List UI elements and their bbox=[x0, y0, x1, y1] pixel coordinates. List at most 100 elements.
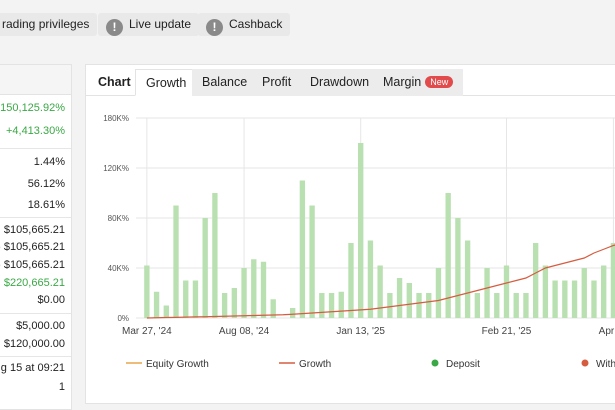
top-badges: rading privileges ! Live update ! Cashback bbox=[0, 0, 615, 52]
info-icon: ! bbox=[206, 19, 223, 36]
y-tick-label: 0% bbox=[117, 314, 129, 323]
tab-growth[interactable]: Growth bbox=[135, 69, 198, 96]
bar bbox=[396, 278, 403, 318]
bar bbox=[153, 291, 160, 318]
live-update-badge[interactable]: ! Live update bbox=[98, 13, 200, 36]
bar bbox=[513, 293, 519, 318]
bar bbox=[610, 243, 615, 318]
bar bbox=[183, 280, 189, 318]
chart-tabs: Chart Growth Balance Profit Drawdown Mar… bbox=[86, 65, 615, 96]
new-badge: New bbox=[425, 76, 454, 88]
tab-profit[interactable]: Profit bbox=[252, 69, 302, 96]
bar bbox=[523, 293, 529, 318]
stats-panel: +150,125.92% +4,413.30% 1.44% 56.12% 18.… bbox=[0, 64, 72, 410]
stat-updated: ug 15 at 09:21 bbox=[0, 362, 65, 374]
stats-divider bbox=[0, 356, 71, 357]
bar bbox=[270, 299, 276, 318]
tab-balance[interactable]: Balance bbox=[192, 69, 258, 96]
bar bbox=[387, 293, 393, 318]
bar bbox=[571, 280, 578, 318]
bar bbox=[299, 180, 306, 318]
stat-profit: $220,665.21 bbox=[3, 277, 65, 289]
bar bbox=[377, 265, 383, 318]
x-tick-label: Feb 21, '25 bbox=[482, 326, 532, 337]
info-icon: ! bbox=[106, 19, 123, 36]
bar bbox=[464, 240, 471, 318]
bar bbox=[348, 243, 354, 318]
x-tick-label: Mar 27, '24 bbox=[122, 326, 172, 337]
legend-growth-label: Growth bbox=[299, 359, 331, 370]
stat-tracking: 1 bbox=[58, 381, 65, 393]
growth-line bbox=[146, 244, 615, 319]
legend-withdrawal-dot bbox=[581, 359, 589, 367]
tab-chart[interactable]: Chart bbox=[98, 75, 131, 89]
legend-equity-label: Equity Growth bbox=[146, 359, 209, 370]
bar bbox=[435, 268, 442, 318]
x-tick-label: Apr 08 bbox=[599, 326, 615, 337]
stat-gain: +150,125.92% bbox=[0, 102, 65, 114]
bar bbox=[231, 288, 238, 318]
stat-withdrawals: $120,000.00 bbox=[3, 338, 65, 350]
cashback-label: Cashback bbox=[229, 17, 283, 31]
bar bbox=[406, 283, 412, 318]
legend-withdrawal-label: Withd bbox=[596, 359, 615, 370]
bar bbox=[591, 280, 597, 318]
stat-monthly: 56.12% bbox=[27, 178, 65, 190]
bar bbox=[532, 243, 539, 318]
bar bbox=[289, 308, 296, 318]
live-update-label: Live update bbox=[129, 17, 192, 31]
bar bbox=[260, 261, 267, 318]
trading-privileges-badge[interactable]: rading privileges bbox=[0, 13, 98, 36]
bar bbox=[474, 293, 481, 318]
tab-drawdown[interactable]: Drawdown bbox=[300, 69, 380, 96]
bar bbox=[358, 143, 364, 318]
stat-balance: $105,665.21 bbox=[3, 224, 65, 236]
bar bbox=[367, 240, 374, 318]
stats-divider bbox=[0, 217, 71, 218]
stat-highest: 1) $105,665.21 bbox=[0, 259, 65, 271]
growth-chart: 0% 40K% 80K% 120K% 180K% Mar 27, '24 Aug 08, '… bbox=[103, 114, 615, 370]
legend-deposit-dot bbox=[431, 359, 439, 367]
stat-abs-gain: +4,413.30% bbox=[5, 125, 65, 137]
stat-interest: $0.00 bbox=[37, 294, 65, 306]
bar bbox=[202, 218, 208, 318]
bar bbox=[212, 193, 218, 318]
bar bbox=[144, 265, 150, 318]
chart-panel: Chart Growth Balance Profit Drawdown Mar… bbox=[85, 64, 615, 404]
tab-margin-label: Margin bbox=[383, 75, 422, 89]
bar bbox=[426, 293, 432, 318]
bar bbox=[581, 268, 587, 318]
bar bbox=[455, 218, 461, 318]
bar bbox=[192, 280, 199, 318]
bar bbox=[328, 293, 335, 318]
bar bbox=[562, 280, 568, 318]
bar bbox=[163, 305, 169, 318]
bar bbox=[309, 205, 315, 318]
stats-header bbox=[0, 65, 71, 95]
cashback-badge[interactable]: ! Cashback bbox=[198, 13, 291, 36]
x-tick-label: Aug 08, '24 bbox=[219, 326, 270, 337]
trading-privileges-label: rading privileges bbox=[2, 17, 90, 31]
bar bbox=[601, 265, 607, 318]
bar bbox=[494, 293, 500, 318]
bar bbox=[338, 291, 344, 318]
bar bbox=[251, 259, 257, 318]
bar bbox=[241, 268, 247, 318]
legend-deposit-label: Deposit bbox=[446, 359, 480, 370]
bar bbox=[552, 280, 558, 318]
bar bbox=[445, 193, 451, 318]
stat-daily: 1.44% bbox=[33, 156, 65, 168]
bar bbox=[542, 265, 549, 318]
stats-divider bbox=[0, 148, 71, 149]
stats-divider bbox=[0, 313, 71, 314]
stat-equity: %) $105,665.21 bbox=[0, 241, 65, 253]
stat-deposits: $5,000.00 bbox=[16, 320, 65, 332]
y-tick-label: 40K% bbox=[108, 264, 129, 273]
bar bbox=[416, 293, 422, 318]
x-tick-label: Jan 13, '25 bbox=[336, 326, 385, 337]
bar bbox=[484, 268, 490, 318]
y-tick-label: 180K% bbox=[103, 114, 129, 123]
y-tick-label: 120K% bbox=[103, 164, 129, 173]
y-tick-label: 80K% bbox=[108, 214, 129, 223]
tab-margin[interactable]: Margin New bbox=[373, 69, 464, 96]
